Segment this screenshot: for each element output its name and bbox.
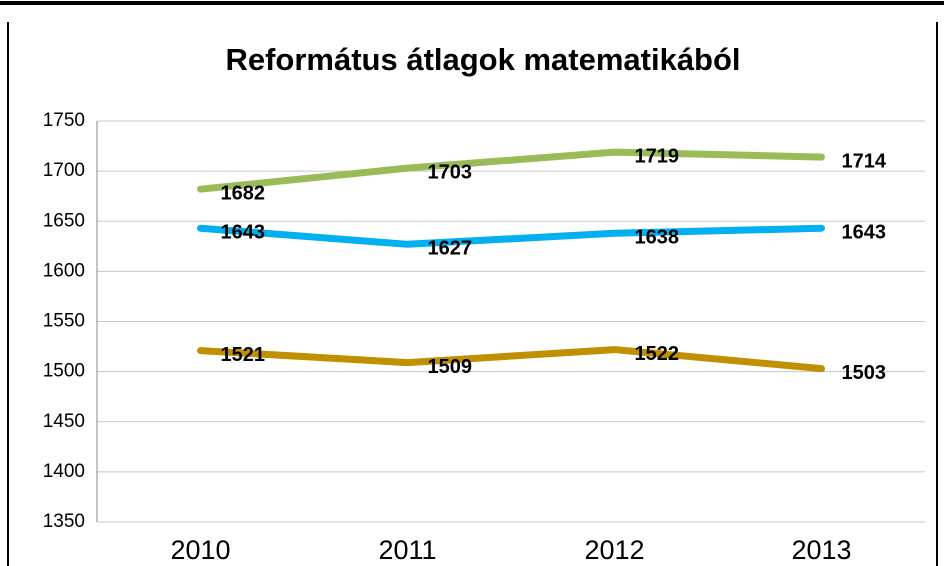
data-label: 1643 (842, 222, 887, 244)
data-label: 1703 (428, 161, 473, 183)
data-label: 1638 (635, 227, 680, 249)
data-label: 1627 (428, 238, 473, 260)
series-line (197, 346, 825, 373)
y-tick-label: 1750 (43, 110, 85, 131)
data-label: 1521 (221, 344, 266, 366)
data-label: 1503 (842, 362, 887, 384)
y-tick-label: 1400 (43, 461, 85, 482)
x-tick-label: 2013 (791, 535, 851, 565)
chart-title: Református átlagok matematikából (225, 42, 740, 77)
series-line (197, 148, 825, 193)
y-tick-label: 1600 (43, 260, 85, 281)
x-tick-label: 2012 (584, 535, 644, 565)
x-tick-label: 2011 (378, 535, 436, 565)
y-tick-label: 1650 (43, 210, 85, 231)
data-label: 1509 (428, 356, 473, 378)
y-tick-label: 1700 (43, 160, 85, 181)
data-label: 1714 (842, 150, 887, 172)
x-tick-label: 2010 (170, 535, 230, 565)
y-tick-label: 1350 (43, 511, 85, 532)
y-tick-label: 1550 (43, 311, 85, 332)
y-tick-label: 1450 (43, 411, 85, 432)
data-label: 1522 (635, 343, 680, 365)
y-tick-label: 1500 (43, 361, 85, 382)
data-label: 1682 (221, 182, 266, 204)
data-label: 1719 (635, 145, 680, 167)
data-label: 1643 (221, 222, 266, 244)
series-line (197, 224, 825, 248)
